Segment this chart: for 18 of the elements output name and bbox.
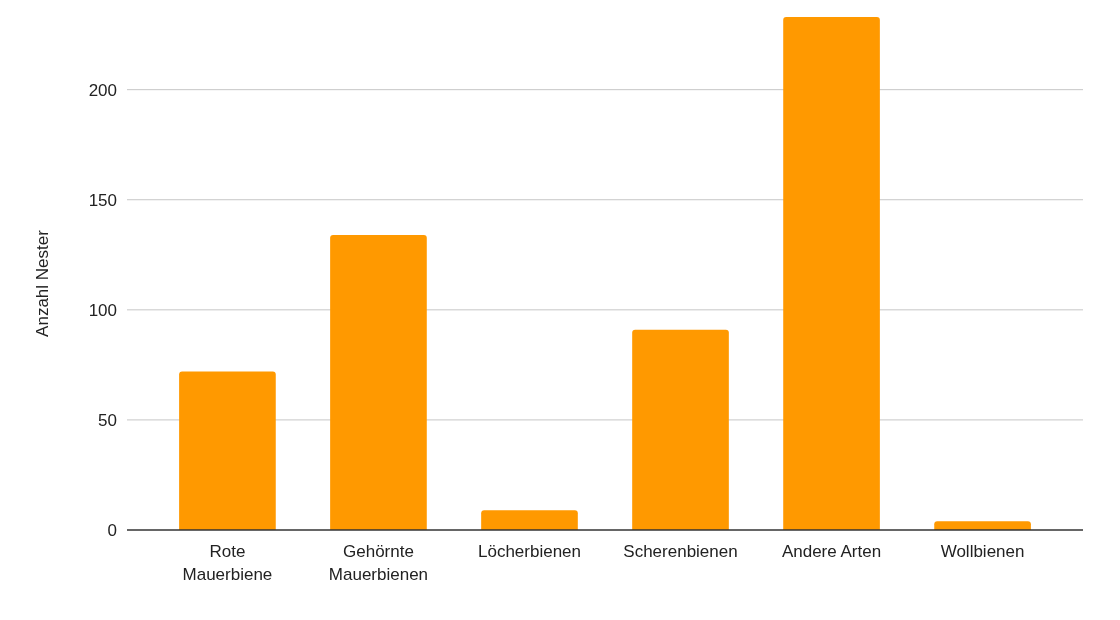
x-tick-label: Gehörnte Mauerbienen [328,542,429,584]
y-axis-title: Anzahl Nester [33,229,52,337]
x-tick-label: Rote Mauerbiene [182,542,273,584]
x-tick-label: Löcherbienen [477,542,581,561]
y-tick-label: 50 [98,410,117,430]
bar [632,329,729,530]
x-tick-label: Andere Arten [781,542,882,561]
bar [481,510,578,530]
bar [934,521,1031,530]
bar [179,371,276,530]
bar [330,234,427,530]
x-tick-label: Scherenbienen [623,542,738,561]
y-tick-label: 100 [88,300,117,320]
y-tick-label: 0 [107,520,117,540]
y-tick-label: 200 [88,80,117,100]
bar [783,17,880,530]
y-tick-label: 150 [88,190,117,210]
x-tick-label: Wollbienen [940,542,1025,561]
